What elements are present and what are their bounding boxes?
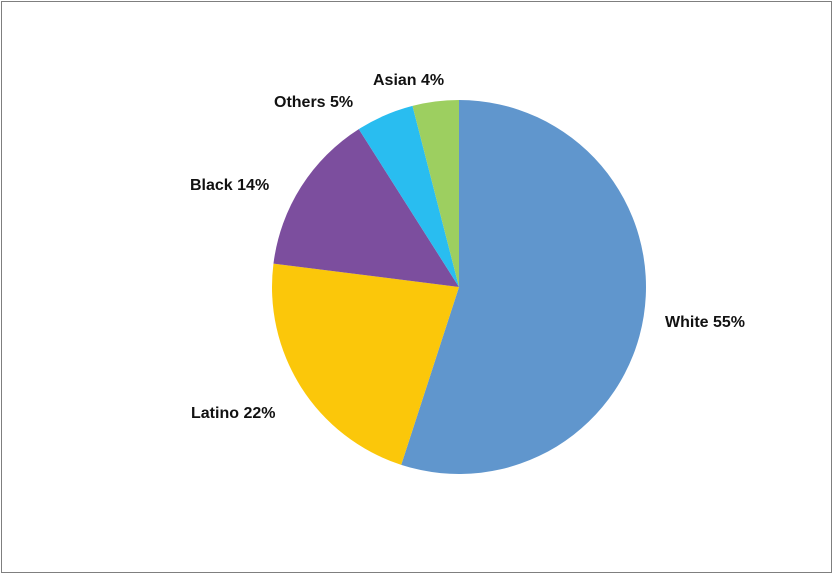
pie-slice-white xyxy=(401,100,646,474)
pie-labels: White 55% Latino 22% Black 14% Others 5% Asi… xyxy=(190,72,745,422)
data-label-asian: Asian 4% xyxy=(373,72,444,89)
data-label-others: Others 5% xyxy=(274,94,353,111)
pie-slice-others xyxy=(358,105,459,288)
data-label-black: Black 14% xyxy=(190,177,269,194)
pie-slice-latino xyxy=(272,263,459,465)
pie-slices xyxy=(272,100,646,474)
data-label-latino: Latino 22% xyxy=(191,405,275,422)
pie-slice-black xyxy=(273,129,459,287)
data-label-white: White 55% xyxy=(665,314,745,331)
pie-slice-asian xyxy=(412,100,459,287)
